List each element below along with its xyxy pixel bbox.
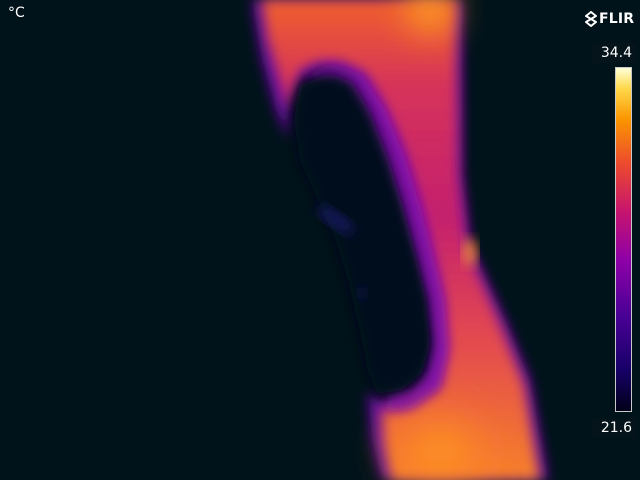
scale-max-value: 34.4	[592, 43, 636, 63]
flir-logo-icon	[585, 11, 597, 27]
temperature-unit-label: °C	[8, 5, 25, 21]
flir-brand: FLIR	[585, 11, 634, 27]
scale-min-value: 21.6	[592, 418, 636, 438]
brand-name: FLIR	[599, 11, 635, 27]
color-scale-bar	[615, 67, 632, 412]
